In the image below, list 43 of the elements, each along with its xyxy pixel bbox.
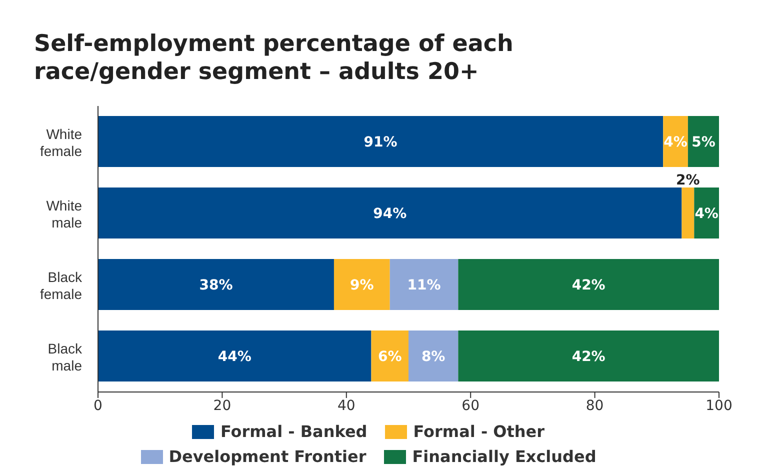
chart-title: Self-employment percentage of each race/gender segment – adults 20+ [33,30,514,86]
data-label: 5% [692,134,716,151]
data-label: 44% [218,349,252,366]
bar [390,259,458,310]
x-tick-label: 80 [586,398,604,414]
bar [682,188,694,239]
x-tick-label: 100 [706,398,732,414]
data-label: 91% [364,134,398,151]
y-tick-label: Black male [48,340,83,374]
data-label: 6% [378,349,402,366]
bar [98,330,372,382]
x-tick-label: 60 [462,398,480,414]
data-label: 4% [694,206,718,222]
x-tick-label: 0 [94,398,102,414]
data-label: 4% [664,134,688,151]
data-label: 42% [572,278,606,294]
data-label: 38% [199,278,233,294]
bar [688,116,719,168]
data-label: 8% [421,349,446,366]
y-tick-label: White female [40,126,82,159]
data-label: 94% [373,206,407,222]
data-label: 2% [676,172,700,189]
data-label: 11% [407,278,441,294]
bar [408,330,458,382]
bar [98,188,682,239]
bar [663,116,688,168]
bar [98,116,664,168]
legend-label: Financially Excluded [412,447,596,466]
data-label: 9% [350,278,374,294]
x-tick-label: 20 [213,398,232,414]
bar [694,188,719,239]
y-tick-label: Black female [40,268,83,302]
legend-label: Formal - Banked [220,422,368,441]
y-tick-label: White male [46,197,82,230]
bar [371,330,408,382]
bar [458,259,719,310]
bar [334,259,390,310]
legend-label: Formal - Other [413,422,545,441]
bar [98,259,334,310]
data-label: 42% [572,349,606,366]
bar [458,330,719,382]
legend-label: Development Frontier [168,447,366,466]
x-tick-label: 40 [337,398,356,414]
